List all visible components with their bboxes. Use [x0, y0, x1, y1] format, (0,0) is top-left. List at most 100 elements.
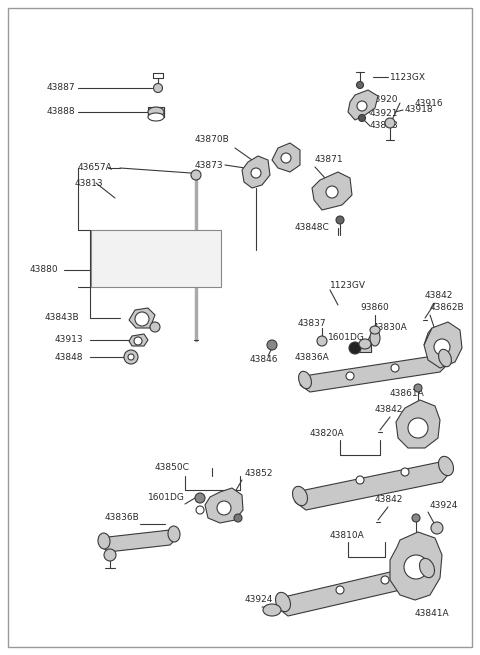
Circle shape	[336, 586, 344, 594]
Polygon shape	[272, 143, 300, 172]
Ellipse shape	[299, 371, 312, 388]
Text: 43920: 43920	[370, 96, 398, 105]
Circle shape	[356, 476, 364, 484]
Ellipse shape	[148, 107, 164, 117]
Text: 1601DG: 1601DG	[148, 493, 185, 502]
Circle shape	[124, 350, 138, 364]
Circle shape	[401, 468, 409, 476]
Circle shape	[381, 576, 389, 584]
Circle shape	[217, 501, 231, 515]
Text: 43836A: 43836A	[295, 354, 330, 362]
Circle shape	[231, 494, 239, 502]
Circle shape	[128, 354, 134, 360]
Text: 43880: 43880	[30, 265, 59, 274]
Bar	[359, 344, 371, 352]
Circle shape	[154, 83, 163, 92]
Ellipse shape	[439, 457, 454, 476]
Polygon shape	[300, 355, 450, 392]
Polygon shape	[348, 90, 378, 120]
Text: 43852: 43852	[245, 468, 274, 477]
Text: 43888: 43888	[47, 107, 75, 117]
Ellipse shape	[292, 487, 308, 506]
Polygon shape	[424, 322, 462, 368]
Text: 93860: 93860	[360, 303, 389, 312]
Circle shape	[404, 555, 428, 579]
Text: 43887: 43887	[47, 83, 75, 92]
Text: 43842: 43842	[375, 405, 403, 415]
Circle shape	[317, 336, 327, 346]
Circle shape	[281, 153, 291, 163]
Circle shape	[346, 372, 354, 380]
Ellipse shape	[168, 526, 180, 542]
Circle shape	[408, 418, 428, 438]
Circle shape	[267, 340, 277, 350]
Text: 43861A: 43861A	[390, 388, 425, 398]
Bar	[148, 107, 164, 117]
Text: 43918: 43918	[405, 105, 433, 115]
Text: 43870B: 43870B	[195, 136, 230, 145]
Circle shape	[104, 549, 116, 561]
Ellipse shape	[370, 326, 380, 334]
Circle shape	[150, 322, 160, 332]
Circle shape	[349, 342, 361, 354]
Text: 43916: 43916	[415, 98, 444, 107]
Text: 43862B: 43862B	[430, 303, 465, 312]
Text: 43842: 43842	[425, 291, 454, 299]
Ellipse shape	[370, 330, 380, 346]
Text: 43924: 43924	[245, 595, 274, 605]
Circle shape	[391, 364, 399, 372]
Circle shape	[234, 514, 242, 522]
Ellipse shape	[359, 339, 371, 349]
Text: 43871: 43871	[315, 155, 344, 164]
Circle shape	[195, 493, 205, 503]
Ellipse shape	[98, 533, 110, 549]
Text: 43820A: 43820A	[310, 428, 345, 438]
Text: 43921: 43921	[370, 109, 398, 117]
Polygon shape	[129, 308, 155, 328]
Ellipse shape	[263, 604, 281, 616]
Text: 43838: 43838	[370, 121, 398, 130]
Polygon shape	[295, 462, 452, 510]
Ellipse shape	[276, 592, 290, 612]
Circle shape	[134, 337, 142, 345]
Circle shape	[135, 312, 149, 326]
Ellipse shape	[148, 113, 164, 121]
Circle shape	[357, 81, 363, 88]
Text: 43843B: 43843B	[45, 314, 80, 322]
Polygon shape	[390, 532, 442, 600]
Polygon shape	[242, 156, 270, 188]
Text: 1123GV: 1123GV	[330, 280, 366, 290]
Text: 43873: 43873	[195, 160, 224, 170]
Text: 43848: 43848	[55, 352, 84, 362]
Bar	[91, 230, 221, 287]
Text: 43842: 43842	[375, 495, 403, 504]
Text: 1601DG: 1601DG	[328, 333, 365, 343]
Circle shape	[191, 170, 201, 180]
Polygon shape	[278, 565, 433, 616]
Text: 43836B: 43836B	[105, 514, 140, 523]
Text: 43657A: 43657A	[78, 164, 113, 172]
Text: 43913: 43913	[55, 335, 84, 345]
Polygon shape	[205, 488, 243, 523]
Text: 43813: 43813	[75, 179, 104, 187]
Circle shape	[359, 115, 365, 121]
Text: 43850C: 43850C	[155, 464, 190, 472]
Text: 43841A: 43841A	[415, 608, 450, 618]
Text: 43846: 43846	[250, 356, 278, 364]
Polygon shape	[312, 172, 352, 210]
Text: 43830A: 43830A	[373, 324, 408, 333]
Circle shape	[326, 186, 338, 198]
Circle shape	[251, 168, 261, 178]
Polygon shape	[100, 530, 178, 552]
Circle shape	[414, 384, 422, 392]
Circle shape	[336, 216, 344, 224]
Text: 43924: 43924	[430, 500, 458, 510]
Circle shape	[196, 506, 204, 514]
Circle shape	[412, 514, 420, 522]
Ellipse shape	[420, 558, 434, 578]
Text: 43810A: 43810A	[330, 531, 365, 540]
Circle shape	[431, 522, 443, 534]
Text: 43837: 43837	[298, 318, 326, 328]
Polygon shape	[129, 334, 148, 346]
Ellipse shape	[439, 349, 451, 367]
